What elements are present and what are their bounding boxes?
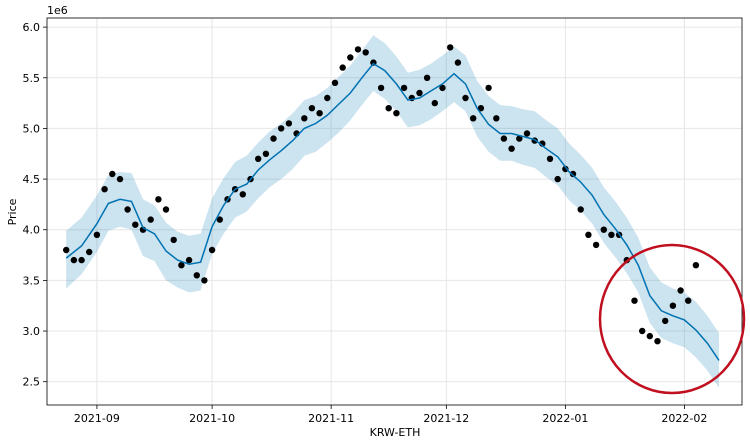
y-tick-label: 3.0 — [23, 325, 41, 338]
observed-point — [278, 125, 285, 132]
observed-point — [423, 74, 431, 82]
observed-point — [208, 246, 216, 254]
x-tick-label: 2021-12 — [423, 412, 469, 425]
observed-point — [70, 256, 78, 264]
y-tick-label: 6.0 — [23, 21, 41, 34]
observed-point — [600, 226, 607, 233]
observed-point — [447, 44, 454, 51]
observed-point — [592, 241, 600, 249]
observed-point — [86, 248, 93, 256]
observed-point — [324, 94, 331, 102]
observed-point — [316, 110, 323, 117]
observed-point — [262, 150, 270, 157]
observed-point — [301, 115, 308, 122]
observed-point — [439, 84, 446, 92]
observed-point — [331, 79, 339, 87]
observed-point — [393, 110, 400, 117]
observed-point — [147, 216, 154, 223]
grid-lines — [47, 18, 742, 405]
observed-point — [385, 105, 392, 112]
y-tick-label: 4.0 — [23, 224, 41, 237]
observed-point — [562, 165, 569, 173]
x-tick-label: 2022-01 — [542, 412, 588, 425]
observed-point — [155, 196, 162, 203]
observed-point — [692, 262, 700, 269]
observed-point — [585, 231, 592, 238]
observed-point — [116, 175, 124, 183]
y-tick-label: 5.0 — [23, 122, 41, 135]
y-tick-label: 4.5 — [23, 173, 41, 186]
observed-point — [685, 297, 692, 304]
observed-point — [546, 155, 554, 162]
observed-point — [669, 302, 677, 309]
observed-point — [569, 170, 577, 178]
y-tick-label: 2.5 — [23, 376, 41, 389]
plot-frame — [46, 17, 743, 406]
observed-point — [124, 206, 131, 213]
observed-point — [662, 317, 669, 325]
observed-point — [178, 262, 185, 269]
x-tick-label: 2021-09 — [74, 412, 120, 425]
observed-point — [62, 246, 70, 254]
observed-point — [270, 135, 277, 142]
observed-point — [493, 115, 500, 122]
x-tick-label: 2021-10 — [189, 412, 235, 425]
observed-point — [170, 236, 177, 244]
observed-point — [431, 99, 438, 107]
observed-point — [608, 231, 615, 238]
observed-point — [462, 94, 469, 102]
observed-point — [255, 155, 262, 162]
y-axis-label: Price — [6, 198, 19, 225]
observed-point — [362, 49, 369, 56]
observed-point — [339, 64, 346, 71]
observed-point — [354, 46, 362, 53]
observed-point — [500, 135, 508, 142]
observed-point — [416, 89, 423, 97]
observed-point — [639, 327, 646, 335]
observed-point — [554, 175, 561, 183]
x-tick-label: 2022-02 — [661, 412, 707, 425]
x-axis: 2021-09 2021-10 2021-11 2021-12 2022-01 2022-… — [74, 405, 707, 425]
y-tick-label: 3.5 — [23, 274, 41, 287]
observed-point — [377, 84, 385, 92]
observed-point — [454, 59, 462, 66]
observed-point — [285, 120, 293, 127]
x-tick-label: 2021-11 — [308, 412, 354, 425]
observed-point — [485, 84, 492, 92]
y-axis: 2.5 3.0 3.5 4.0 4.5 5.0 5.5 6.0 — [23, 21, 47, 389]
observed-point — [78, 256, 85, 264]
observed-point — [400, 84, 408, 92]
observed-point — [646, 332, 653, 340]
x-axis-label: KRW-ETH — [370, 426, 421, 439]
observed-point — [677, 287, 684, 294]
observed-point — [101, 186, 108, 193]
observed-point — [631, 297, 638, 304]
uncertainty-band — [66, 35, 719, 388]
y-multiplier-label: 1e6 — [47, 4, 68, 17]
observed-point — [201, 277, 208, 284]
observed-point — [477, 105, 485, 112]
observed-point — [508, 145, 515, 152]
observed-point — [308, 105, 316, 112]
observed-point — [162, 206, 170, 213]
y-tick-label: 5.5 — [23, 72, 41, 85]
observed-point — [654, 338, 661, 345]
observed-point — [132, 221, 139, 228]
observed-point — [347, 54, 354, 61]
observed-point — [516, 135, 523, 142]
observed-point — [93, 231, 101, 238]
observed-point — [216, 216, 223, 223]
observed-point — [185, 256, 193, 264]
observed-point — [109, 170, 116, 178]
observed-point — [523, 130, 531, 137]
observed-point — [577, 206, 584, 213]
highlight-circle — [598, 243, 746, 395]
observed-point — [470, 115, 477, 122]
observed-point — [193, 272, 200, 279]
observed-point — [239, 191, 246, 198]
forecast-line — [65, 62, 720, 361]
